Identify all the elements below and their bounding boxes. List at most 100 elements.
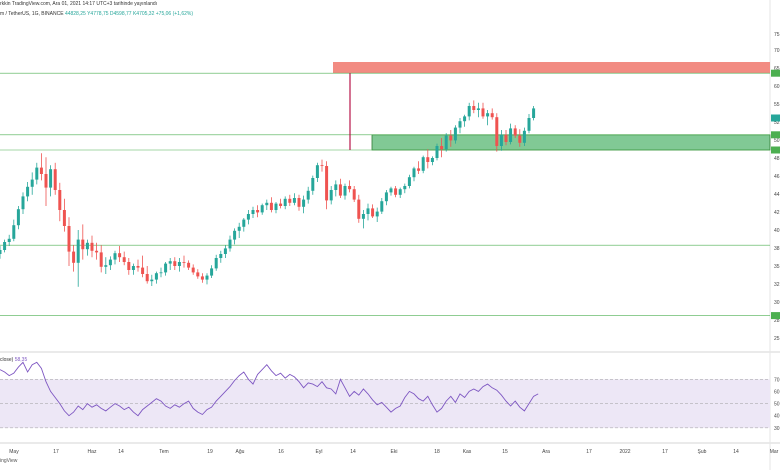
- candle-body: [361, 214, 365, 219]
- candle-body: [150, 279, 154, 282]
- candle-body: [205, 275, 209, 280]
- time-axis-tick: Kas: [463, 449, 472, 455]
- candle-body: [421, 157, 425, 171]
- price-axis-tick: 60: [774, 84, 780, 90]
- candle-body: [334, 184, 338, 190]
- candle-body: [509, 128, 513, 142]
- candle-body: [384, 192, 388, 202]
- rsi-axis-tick: 30: [774, 426, 780, 432]
- time-axis-tick: 2022: [619, 449, 630, 455]
- candle-body: [463, 116, 467, 122]
- candle-body: [159, 272, 163, 274]
- price-axis-tick: 25: [774, 336, 780, 342]
- candle-body: [131, 266, 135, 270]
- rsi-axis-tick: 70: [774, 377, 780, 383]
- candle-body: [357, 199, 361, 219]
- price-axis-tick: 30: [774, 300, 780, 306]
- symbol-header: m / TetherUS, 1G, BINANCE 44828,25 Y4778…: [0, 11, 193, 17]
- candle-body: [371, 208, 375, 217]
- time-axis-tick: 15: [502, 449, 508, 455]
- candle-body: [72, 251, 76, 263]
- candle-body: [210, 268, 214, 276]
- price-axis-tick: 40: [774, 228, 780, 234]
- price-axis-tick: 42: [774, 210, 780, 216]
- candle-body: [325, 166, 329, 201]
- candle-body: [90, 242, 94, 251]
- price-axis-tick: 65: [774, 66, 780, 72]
- candle-body: [435, 146, 439, 158]
- price-axis-tick: 32: [774, 282, 780, 288]
- candle-body: [246, 214, 250, 220]
- tradingview-watermark: ingView: [0, 458, 18, 464]
- candle-body: [490, 113, 494, 118]
- candle-body: [67, 226, 71, 252]
- candle-body: [504, 134, 508, 142]
- price-tag: [771, 131, 780, 139]
- candle-body: [108, 259, 112, 266]
- candle-body: [26, 186, 30, 197]
- candle-body: [499, 134, 503, 146]
- candle-body: [279, 203, 283, 206]
- candle-body: [440, 146, 444, 150]
- candle-body: [269, 202, 273, 210]
- candle-body: [283, 198, 287, 206]
- candle-body: [311, 178, 315, 191]
- candle-body: [315, 165, 319, 178]
- candle-body: [233, 230, 237, 240]
- candle-body: [338, 184, 342, 196]
- price-axis-tick: 38: [774, 246, 780, 252]
- candle-body: [306, 190, 310, 200]
- candle-body: [122, 257, 126, 262]
- candle-body: [251, 210, 255, 214]
- candle-body: [458, 121, 462, 128]
- price-axis-tick: 46: [774, 174, 780, 180]
- candle-body: [343, 186, 347, 196]
- time-axis-tick: 17: [662, 449, 668, 455]
- candle-body: [486, 113, 490, 117]
- candle-body: [297, 198, 301, 207]
- candle-body: [260, 205, 264, 213]
- rsi-axis-tick: 40: [774, 414, 780, 420]
- candle-body: [164, 263, 168, 273]
- candle-body: [412, 168, 416, 178]
- candle-body: [444, 135, 448, 150]
- price-axis-tick: 55: [774, 102, 780, 108]
- candle-body: [394, 188, 398, 195]
- candle-body: [352, 189, 356, 200]
- candle-body: [417, 168, 421, 171]
- published-note: rkkin TradingView.com, Ara 01, 2021 14:1…: [0, 1, 158, 7]
- rsi-legend-label: close): [0, 357, 14, 363]
- candle-body: [49, 169, 53, 188]
- candle-body: [292, 198, 296, 203]
- price-axis-tick: 35: [774, 264, 780, 270]
- candle-body: [44, 174, 48, 188]
- candle-body: [274, 203, 278, 210]
- candle-body: [380, 201, 384, 212]
- supply-zone: [333, 62, 770, 74]
- candle-body: [187, 262, 191, 268]
- candle-body: [154, 273, 158, 280]
- candle-body: [12, 225, 16, 239]
- rsi-line: [0, 361, 539, 417]
- candle-body: [228, 239, 232, 249]
- candle-body: [302, 199, 306, 207]
- time-axis-tick: 18: [434, 449, 440, 455]
- candle-body: [223, 248, 227, 254]
- time-axis-tick: 14: [733, 449, 739, 455]
- symbol-label: m / TetherUS, 1G, BINANCE: [0, 11, 64, 17]
- candle-body: [62, 210, 66, 226]
- candle-body: [85, 242, 89, 250]
- price-axis-tick: 52: [774, 120, 780, 126]
- candle-body: [30, 179, 34, 187]
- time-axis-tick: Eyl: [316, 449, 323, 455]
- time-axis-tick: 17: [586, 449, 592, 455]
- candle-body: [214, 258, 218, 269]
- candle-body: [242, 219, 246, 227]
- price-tag: [771, 114, 780, 122]
- candle-body: [407, 177, 411, 186]
- candle-body: [127, 262, 131, 270]
- time-axis-tick: 14: [118, 449, 124, 455]
- rsi-legend-value: 58,35: [14, 357, 28, 363]
